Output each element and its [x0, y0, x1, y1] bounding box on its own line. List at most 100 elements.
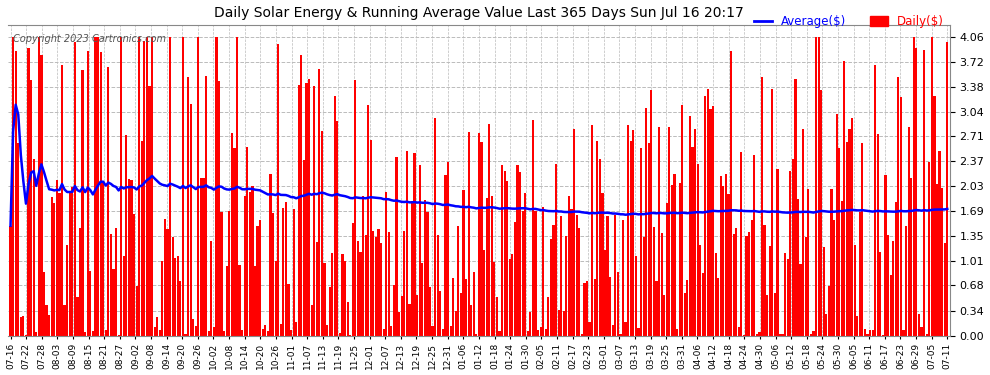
Bar [251, 186, 253, 336]
Bar [779, 334, 781, 336]
Bar [627, 125, 630, 336]
Bar [622, 220, 624, 336]
Bar [686, 280, 688, 336]
Bar [459, 293, 462, 336]
Bar [195, 327, 197, 336]
Bar [200, 178, 202, 336]
Bar [858, 212, 861, 336]
Bar [63, 305, 65, 336]
Bar [609, 278, 611, 336]
Bar [575, 215, 578, 336]
Bar [472, 272, 475, 336]
Bar [266, 332, 269, 336]
Bar [633, 130, 635, 336]
Bar [570, 209, 572, 336]
Bar [663, 295, 665, 336]
Bar [356, 242, 359, 336]
Bar [869, 330, 871, 336]
Bar [831, 189, 833, 336]
Bar [882, 335, 884, 336]
Bar [197, 37, 200, 336]
Bar [282, 208, 284, 336]
Bar [742, 334, 745, 336]
Bar [568, 196, 570, 336]
Bar [256, 226, 258, 336]
Bar [841, 201, 842, 336]
Bar [187, 77, 189, 336]
Bar [259, 220, 261, 336]
Bar [100, 52, 102, 336]
Bar [620, 334, 622, 336]
Bar [427, 211, 429, 336]
Bar [179, 281, 181, 336]
Bar [120, 37, 123, 336]
Bar [934, 96, 936, 336]
Bar [504, 171, 506, 336]
Bar [171, 237, 174, 336]
Bar [139, 37, 141, 336]
Bar [208, 332, 210, 336]
Bar [761, 78, 763, 336]
Bar [398, 312, 400, 336]
Bar [421, 263, 424, 336]
Bar [202, 178, 205, 336]
Bar [136, 286, 138, 336]
Bar [105, 330, 107, 336]
Bar [652, 227, 655, 336]
Bar [290, 330, 292, 336]
Bar [941, 188, 943, 336]
Bar [87, 51, 89, 336]
Bar [292, 209, 295, 336]
Bar [916, 48, 918, 336]
Bar [828, 286, 830, 336]
Bar [164, 219, 166, 336]
Bar [403, 231, 405, 336]
Bar [146, 37, 148, 336]
Bar [55, 180, 58, 336]
Bar [929, 162, 931, 336]
Bar [30, 80, 33, 336]
Bar [699, 244, 701, 336]
Bar [298, 85, 300, 336]
Bar [321, 131, 323, 336]
Bar [416, 296, 418, 336]
Bar [895, 202, 897, 336]
Bar [79, 228, 81, 336]
Bar [738, 327, 740, 336]
Bar [861, 142, 863, 336]
Bar [15, 51, 17, 336]
Bar [210, 241, 213, 336]
Bar [792, 159, 794, 336]
Bar [939, 152, 940, 336]
Bar [815, 37, 817, 336]
Bar [645, 108, 647, 336]
Bar [326, 325, 328, 336]
Bar [419, 165, 421, 336]
Bar [218, 81, 220, 336]
Bar [228, 211, 231, 336]
Bar [897, 77, 900, 336]
Bar [308, 79, 310, 336]
Bar [158, 330, 161, 336]
Bar [552, 225, 554, 336]
Bar [776, 169, 778, 336]
Bar [599, 159, 601, 336]
Bar [408, 304, 411, 336]
Bar [213, 327, 215, 336]
Bar [424, 200, 426, 336]
Bar [519, 172, 521, 336]
Bar [581, 334, 583, 336]
Bar [802, 129, 804, 336]
Bar [261, 329, 263, 336]
Bar [694, 129, 696, 336]
Bar [543, 207, 545, 336]
Bar [367, 105, 369, 336]
Bar [369, 140, 372, 336]
Bar [509, 259, 511, 336]
Bar [535, 211, 537, 336]
Bar [434, 118, 437, 336]
Bar [480, 142, 482, 336]
Bar [784, 253, 786, 336]
Bar [638, 328, 640, 336]
Bar [871, 330, 874, 336]
